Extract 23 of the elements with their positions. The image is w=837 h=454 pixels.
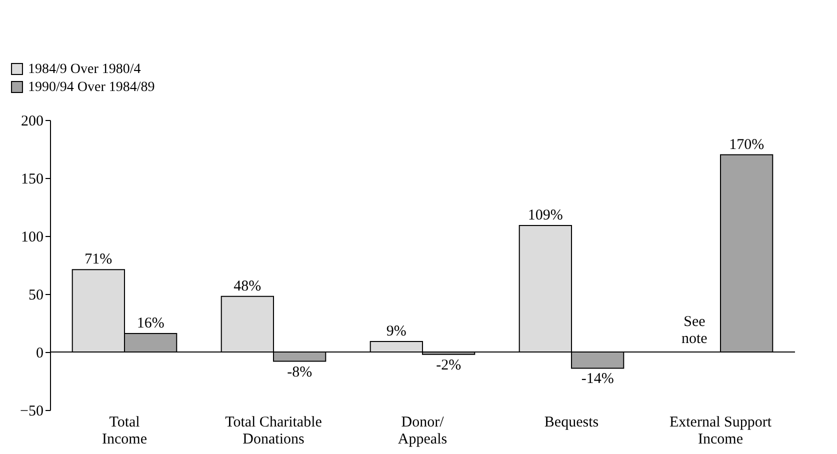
x-tick-label: Bequests [544,414,599,430]
y-tick-label: 0 [36,346,44,362]
x-tick-label: Donor/ Appeals [398,414,448,448]
data-label: -8% [287,364,312,380]
data-label: -2% [436,357,462,374]
data-label: 109% [528,208,563,224]
legend-label: 1990/94 Over 1984/89 [28,80,155,95]
y-tick-label: 150 [21,172,44,188]
x-tick-label: Total Income [102,414,148,448]
data-label: 16% [136,315,164,332]
data-label: 48% [234,278,262,294]
data-label: 170% [729,136,764,153]
data-label: -14% [581,371,614,388]
y-tick-label: −50 [20,404,44,420]
legend-label: 1984/9 Over 1980/4 [28,62,141,77]
data-label: 9% [386,324,406,340]
data-label: 71% [84,252,112,268]
x-tick-label: Total Charitable Donations [225,414,322,448]
y-tick-label: 50 [28,288,44,304]
y-tick-label: 100 [21,230,44,246]
annotation: See note [682,314,708,347]
x-tick-label: External Support Income [669,414,772,448]
y-tick-label: 200 [21,114,44,130]
